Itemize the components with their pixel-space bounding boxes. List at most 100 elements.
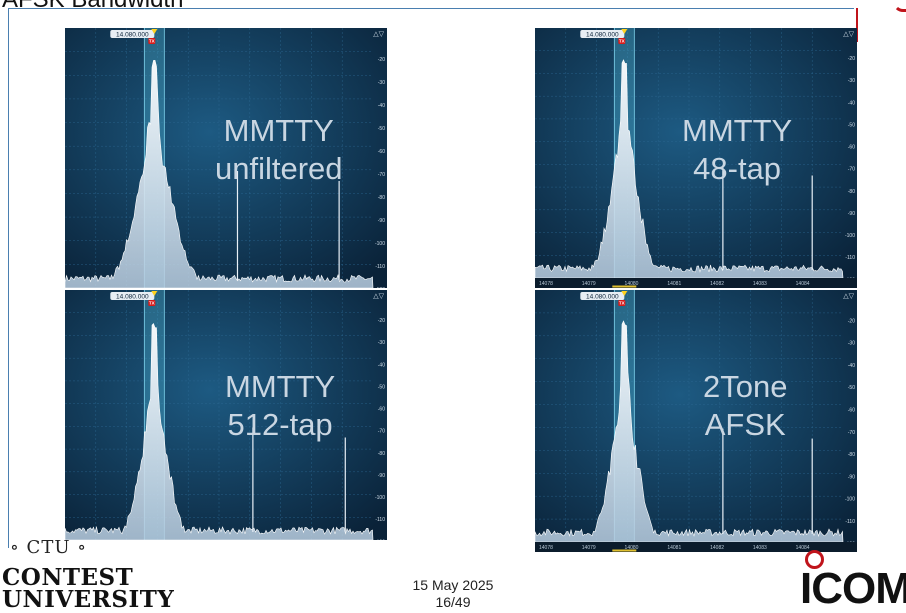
spectrum-scope-1: -20 -30 -40 -50 -60 -70 -80 -90 -100 -110 -120 △▽ 14… <box>65 28 387 288</box>
panel-2-label: MMTTY 48-tap <box>682 112 792 188</box>
db-tick-label: -20 <box>378 318 385 324</box>
scope-background <box>535 28 857 288</box>
panel-1-label: MMTTY unfiltered <box>215 112 343 188</box>
corner-accent-curve <box>893 0 906 12</box>
spectrum-scope-4: -20-30-40-50-60-70-80-90-100-110-120△▽14… <box>535 290 857 552</box>
db-tick-label: -120 <box>375 287 385 288</box>
freq-readout: 14.080.000 <box>116 32 149 39</box>
tx-badge-label: TX <box>149 39 155 44</box>
freq-tick-label: 14080 <box>625 545 639 551</box>
db-tick-label: -70 <box>378 172 385 178</box>
tune-marker-icon <box>151 29 158 34</box>
corner-accent-line <box>856 8 858 42</box>
db-tick-label: -100 <box>845 497 855 503</box>
freq-tick-label: 14081 <box>667 545 681 551</box>
icom-logo: ICOM <box>800 564 906 613</box>
panel-4-label-line1: 2Tone <box>703 369 788 404</box>
db-tick-label: -90 <box>848 211 855 217</box>
db-tick-label: -80 <box>848 452 855 458</box>
freq-axis-bar <box>535 278 857 288</box>
freq-tick-label: 14078 <box>539 545 553 551</box>
freq-readout-box <box>110 292 155 300</box>
tx-badge-label: TX <box>149 301 155 306</box>
db-tick-label: -100 <box>375 495 385 501</box>
tune-marker-icon <box>621 291 628 296</box>
db-tick-label: -20 <box>848 56 855 62</box>
panel-3-label: MMTTY 512-tap <box>225 368 335 444</box>
db-tick-label: -40 <box>378 103 385 109</box>
freq-readout: 14.080.000 <box>586 294 619 301</box>
scope-background <box>65 28 387 288</box>
scale-arrows-icon: △▽ <box>373 292 384 300</box>
tx-badge-label: TX <box>619 301 625 306</box>
freq-readout: 14.080.000 <box>116 294 149 301</box>
panel-4-label: 2Tone AFSK <box>703 368 787 444</box>
panel-2-label-line1: MMTTY <box>682 113 793 148</box>
tx-badge <box>618 300 626 306</box>
freq-marker <box>612 549 637 552</box>
slide-title: AFSK Bandwidth <box>2 0 183 14</box>
icom-logo-ring <box>805 550 824 569</box>
freq-tick-label: 14082 <box>710 281 724 287</box>
spectrum-panel-3: -20 -30 -40 -50 -60 -70 -80 -90 -100 -110 -120 △▽ 14… <box>65 290 387 550</box>
tune-marker-icon <box>621 29 628 34</box>
tx-badge-label: TX <box>619 39 625 44</box>
db-tick-label: -30 <box>848 341 855 347</box>
panel-2-label-line2: 48-tap <box>693 151 782 186</box>
scale-arrows-icon: △▽ <box>373 30 384 38</box>
panel-3-label-line1: MMTTY <box>225 369 336 404</box>
db-tick-label: -30 <box>378 340 385 346</box>
panel-1-label-line1: MMTTY <box>223 113 334 148</box>
freq-readout-box <box>110 30 155 38</box>
db-tick-label: -50 <box>848 122 855 128</box>
spectrum-trace <box>65 59 374 288</box>
panel-3-label-line2: 512-tap <box>227 407 333 442</box>
db-tick-label: -20 <box>848 318 855 324</box>
freq-tick-label: 14083 <box>753 545 767 551</box>
db-tick-label: -110 <box>845 255 855 261</box>
frame-top-border <box>8 8 854 9</box>
db-tick-label: -60 <box>848 145 855 151</box>
contest-university-logo: CONTEST UNIVERSITY <box>2 566 174 611</box>
db-tick-label: -40 <box>378 362 385 368</box>
spectrum-trace <box>65 322 374 540</box>
db-tick-label: -110 <box>375 517 385 523</box>
db-tick-label: -100 <box>375 241 385 247</box>
panel-1-label-line2: unfiltered <box>215 151 343 186</box>
scale-arrows-icon: △▽ <box>843 30 854 38</box>
freq-tick-label: 14078 <box>539 281 553 287</box>
db-tick-label: -30 <box>848 78 855 84</box>
db-tick-label: -60 <box>378 149 385 155</box>
db-tick-label: -70 <box>848 167 855 173</box>
spectrum-scope-3: -20 -30 -40 -50 -60 -70 -80 -90 -100 -110 -120 △▽ 14… <box>65 290 387 540</box>
spectrum-panel-4: -20-30-40-50-60-70-80-90-100-110-120△▽14… <box>535 290 857 552</box>
db-tick-label: -110 <box>845 519 855 525</box>
db-tick-label: -60 <box>378 407 385 413</box>
db-tick-label: -50 <box>378 126 385 132</box>
spectrum-panel-2: -20-30-40-50-60-70-80-90-100-110-120△▽14… <box>535 28 857 288</box>
scale-arrows-icon: △▽ <box>843 292 854 300</box>
frame-left-border <box>8 8 9 548</box>
freq-tick-label: 14084 <box>796 281 810 287</box>
ctu-logo-small: ∘ CTU ∘ <box>10 537 88 558</box>
db-tick-label: -70 <box>378 429 385 435</box>
footer-date: 15 May 2025 <box>412 577 494 593</box>
db-tick-label: -90 <box>378 473 385 479</box>
freq-tick-label: 14080 <box>625 281 639 287</box>
freq-tick-label: 14081 <box>667 281 681 287</box>
db-tick-label: -60 <box>848 408 855 414</box>
db-tick-label: -50 <box>848 385 855 391</box>
freq-tick-label: 14084 <box>796 545 810 551</box>
db-tick-label: -90 <box>848 474 855 480</box>
freq-readout-box <box>580 30 625 38</box>
db-tick-label: -90 <box>378 218 385 224</box>
spectrum-trace <box>535 320 844 543</box>
freq-tick-label: 14079 <box>582 281 596 287</box>
freq-tick-label: 14082 <box>710 545 724 551</box>
freq-marker <box>612 285 637 288</box>
freq-readout: 14.080.000 <box>586 32 619 39</box>
tune-marker-icon <box>151 291 158 296</box>
freq-tick-label: 14083 <box>753 281 767 287</box>
spectrum-panel-1: -20 -30 -40 -50 -60 -70 -80 -90 -100 -110 -120 △▽ 14… <box>65 28 387 288</box>
db-tick-label: -100 <box>845 233 855 239</box>
